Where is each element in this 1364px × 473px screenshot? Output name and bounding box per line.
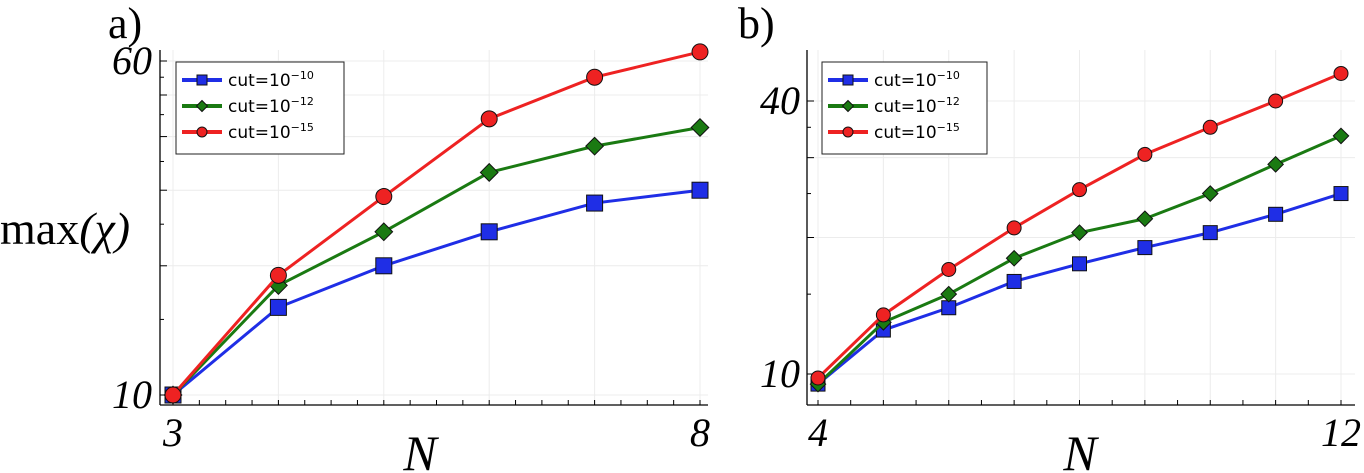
circle-marker xyxy=(1072,182,1087,198)
series-line xyxy=(171,126,701,397)
grid-b xyxy=(807,50,1355,405)
circle-marker xyxy=(196,126,208,138)
legend-entry-exponent: −10 xyxy=(937,69,960,82)
diamond-marker xyxy=(1201,185,1219,202)
diamond-marker xyxy=(690,117,710,137)
diamond-marker xyxy=(585,136,605,156)
legend-entry-exponent: −12 xyxy=(937,95,960,108)
y-tick-label-b: 10 xyxy=(760,351,800,396)
series-circle-a xyxy=(164,43,709,404)
x-tick-label-a: 8 xyxy=(690,410,710,455)
circle-marker xyxy=(164,386,182,404)
x-tick-label-b: 12 xyxy=(1321,410,1361,455)
series-circle-b xyxy=(810,65,1349,386)
circle-marker xyxy=(691,43,709,61)
y-tick-label-a: 60 xyxy=(112,38,152,83)
x-axis-label-b: N xyxy=(1062,425,1099,473)
square-marker xyxy=(586,194,604,212)
diamond-marker xyxy=(1005,249,1023,267)
diamond-marker xyxy=(1332,127,1350,145)
square-marker xyxy=(1202,225,1218,241)
legend-entry-exponent: −10 xyxy=(291,69,314,82)
circle-marker xyxy=(941,262,957,278)
y-tick-label-b: 40 xyxy=(760,78,800,123)
series-diamond-a xyxy=(163,117,710,405)
circle-marker xyxy=(875,307,891,323)
y-axis-label-a: max(χ) xyxy=(0,203,130,254)
circle-marker xyxy=(1333,65,1349,81)
circle-marker xyxy=(1006,220,1022,236)
x-tick-label-a: 3 xyxy=(162,410,183,455)
circle-marker xyxy=(586,68,604,86)
square-marker xyxy=(1072,256,1087,272)
diamond-marker xyxy=(940,285,958,303)
diamond-marker xyxy=(1136,210,1154,228)
circle-marker xyxy=(269,266,287,284)
y-tick-label-a: 10 xyxy=(112,372,152,417)
legend-entry-exponent: −15 xyxy=(937,121,960,134)
panel-label-a: a) xyxy=(108,0,142,48)
circle-marker xyxy=(842,126,854,138)
square-marker xyxy=(480,223,498,241)
diamond-marker xyxy=(195,99,209,113)
series-square-a xyxy=(164,181,709,404)
legend-entry-exponent: −15 xyxy=(291,121,314,134)
square-marker xyxy=(1137,240,1153,256)
square-marker xyxy=(842,74,854,86)
square-marker xyxy=(1268,206,1284,222)
square-marker xyxy=(691,181,709,199)
circle-marker xyxy=(1268,93,1284,109)
diamond-marker xyxy=(1267,155,1285,173)
legend-entry-exponent: −12 xyxy=(291,95,314,108)
circle-marker xyxy=(375,188,393,206)
circle-marker xyxy=(480,110,498,128)
panel-label-b: b) xyxy=(738,0,775,48)
square-marker xyxy=(196,74,208,86)
square-marker xyxy=(375,257,393,275)
circle-marker xyxy=(810,370,826,386)
square-marker xyxy=(269,298,287,316)
diamond-marker xyxy=(1071,224,1088,242)
diamond-marker xyxy=(479,162,499,182)
series-line xyxy=(172,188,701,397)
square-marker xyxy=(1006,273,1022,289)
y-axis-label-variable: (χ) xyxy=(79,203,130,254)
circle-marker xyxy=(1137,146,1153,162)
x-axis-label-a: N xyxy=(402,425,439,473)
series-line xyxy=(171,50,701,396)
circle-marker xyxy=(1202,119,1218,135)
x-tick-label-b: 4 xyxy=(808,410,828,455)
square-marker xyxy=(941,300,957,316)
diamond-marker xyxy=(374,222,394,242)
diamond-marker xyxy=(841,99,855,113)
square-marker xyxy=(1333,186,1349,202)
